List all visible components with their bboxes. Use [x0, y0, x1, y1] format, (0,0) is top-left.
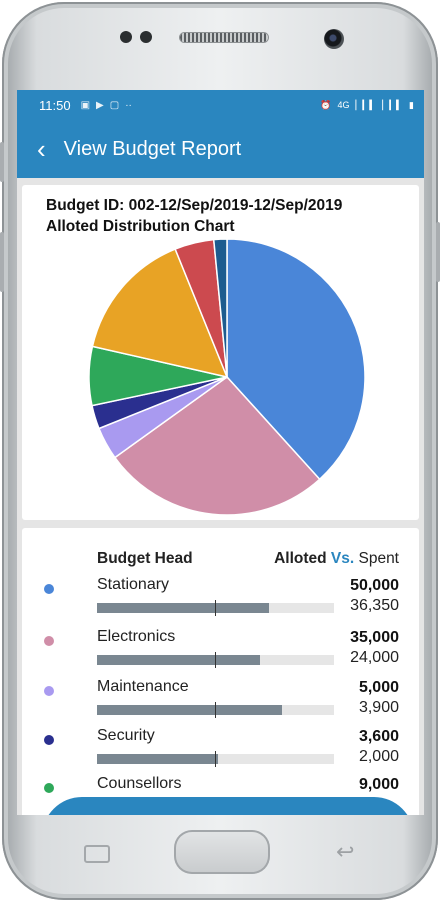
more-dots-icon: ··: [125, 99, 132, 111]
budget-head-label: Security: [97, 727, 155, 744]
legend-dot: [44, 636, 54, 646]
chart-card: Budget ID: 002-12/Sep/2019-12/Sep/2019 A…: [22, 185, 419, 520]
spent-progress-fill: [97, 655, 260, 665]
status-time: 11:50: [39, 97, 71, 113]
back-chevron-icon[interactable]: ‹: [37, 134, 46, 164]
legend-dot: [44, 735, 54, 745]
battery-icon: ▮: [409, 99, 414, 110]
progress-marker: [215, 600, 216, 616]
navigation-icon: ▶: [96, 99, 104, 111]
alloted-amount: 35,000: [350, 629, 399, 646]
volume-button: [0, 232, 4, 292]
header-alloted: Alloted: [274, 550, 327, 567]
budget-head-label: Electronics: [97, 628, 176, 645]
pie-slice[interactable]: [91, 248, 229, 379]
alloted-amount: 3,600: [358, 728, 399, 745]
budget-id: Budget ID: 002-12/Sep/2019-12/Sep/2019: [46, 197, 343, 214]
alarm-icon: ⏰: [320, 99, 332, 110]
page-title: View Budget Report: [63, 137, 242, 160]
list-item[interactable]: Counsellors 9,000: [22, 775, 419, 815]
spent-progress-bar: [97, 600, 334, 616]
budget-head-label: Stationary: [97, 576, 170, 593]
image-icon: ▣: [80, 99, 91, 111]
list-item[interactable]: Security 3,600 2,000: [22, 727, 419, 777]
spent-progress-bar: [97, 652, 334, 668]
earpiece-speaker: [180, 33, 268, 42]
legend-dot: [44, 584, 54, 594]
progress-marker: [215, 702, 216, 718]
pie-slice[interactable]: [113, 376, 321, 516]
status-icons-left: ▣ ▶ ▢ ··: [81, 100, 132, 111]
spent-progress-fill: [97, 603, 270, 613]
badge-icon: ▢: [109, 99, 120, 111]
recent-apps-button[interactable]: [84, 845, 110, 863]
alloted-amount: 50,000: [350, 577, 399, 594]
progress-marker: [215, 751, 216, 767]
spent-progress-bar: [97, 702, 334, 718]
signal-icon: ▏▎▍: [355, 99, 377, 110]
list-item[interactable]: Stationary 50,000 36,350: [22, 576, 419, 626]
screen: 11:50 ▣ ▶ ▢ ·· ⏰ 4G ▏▎▍ ▏▎▍ ▮ ‹ View Bud…: [17, 90, 424, 815]
header-budget-head: Budget Head: [97, 550, 193, 567]
legend-dot: [44, 783, 54, 793]
spent-amount: 36,350: [350, 597, 399, 614]
progress-marker: [215, 652, 216, 668]
header-alloted-vs-spent: Alloted Vs. Spent: [274, 550, 399, 568]
spent-amount: 24,000: [350, 649, 399, 666]
spent-amount: 3,900: [358, 699, 399, 716]
budget-head-label: Maintenance: [97, 678, 189, 695]
power-button: [436, 222, 440, 282]
volume-button: [0, 142, 4, 182]
alloted-amount: 5,000: [358, 679, 399, 696]
home-button[interactable]: [174, 830, 270, 874]
header-spent: Spent: [358, 550, 399, 567]
budget-head-label: Counsellors: [97, 775, 182, 792]
list-item[interactable]: Electronics 35,000 24,000: [22, 628, 419, 678]
header-vs: Vs.: [330, 550, 355, 567]
back-arrow-icon[interactable]: ↩: [336, 839, 355, 864]
alloted-amount: 9,000: [358, 776, 399, 793]
pie-slice[interactable]: [212, 238, 228, 378]
sensor-icon: [140, 31, 152, 43]
bottom-action-sheet[interactable]: [42, 797, 414, 815]
4g-icon: 4G: [337, 100, 350, 110]
app-bar: ‹ View Budget Report: [17, 120, 424, 178]
spent-amount: 2,000: [358, 748, 399, 765]
spent-progress-fill: [97, 705, 282, 715]
legend-dot: [44, 686, 54, 696]
pie-chart: [88, 238, 366, 516]
sensor-icon: [120, 31, 132, 43]
pie-slice[interactable]: [226, 238, 366, 481]
budget-list: Budget Head Alloted Vs. Spent Stationary…: [22, 528, 419, 815]
spent-progress-bar: [97, 751, 334, 767]
status-bar: 11:50 ▣ ▶ ▢ ·· ⏰ 4G ▏▎▍ ▏▎▍ ▮: [17, 90, 424, 120]
signal-icon: ▏▎▍: [382, 99, 404, 110]
spent-progress-fill: [97, 754, 218, 764]
status-icons-right: ⏰ 4G ▏▎▍ ▏▎▍ ▮: [320, 100, 414, 111]
chart-title: Alloted Distribution Chart: [46, 218, 235, 235]
list-item[interactable]: Maintenance 5,000 3,900: [22, 678, 419, 728]
camera-icon: [324, 29, 344, 49]
